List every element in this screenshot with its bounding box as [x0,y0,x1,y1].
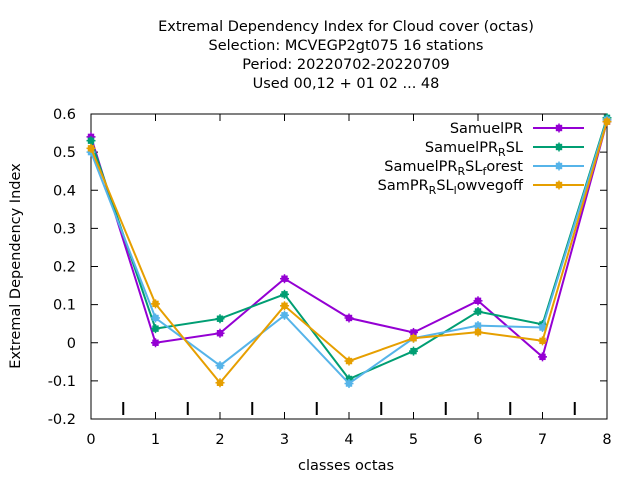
legend-marker [554,142,564,152]
data-point [86,136,96,146]
y-tick-label: -0.2 [48,412,76,428]
x-tick-label: 4 [344,432,353,448]
data-point [215,361,225,371]
y-tick-label: 0.2 [53,260,76,276]
plot-frame [90,113,608,420]
title-line-2: Selection: MCVEGP2gt075 16 stations [208,38,484,54]
legend-entry-4: SamPRRSLlowvegoff [378,178,584,197]
data-point [215,328,225,338]
data-point [151,313,160,323]
data-point [151,338,160,348]
y-tick-label: 0.3 [53,221,76,237]
data-point [409,333,418,343]
data-point [344,379,354,389]
y-axis-title: Extremal Dependency Index [8,163,24,369]
legend: SamuelPR SamuelPRRSLSamuelPRRSLforestSamP… [378,121,584,197]
data-point [473,296,483,306]
legend-marker [554,123,564,133]
data-point [280,289,289,299]
title-line-4: Used 00,12 + 01 02 ... 48 [252,76,440,92]
x-tick-label: 2 [215,432,224,448]
data-point [344,313,354,323]
legend-entry-3: SamuelPRRSLforest [384,159,584,178]
series-2 [86,113,612,384]
title-line-1: Extremal Dependency Index for Cloud cove… [158,19,534,35]
x-axis-title: classes octas [298,458,394,474]
axis-ticks [90,113,608,420]
data-point [409,346,418,356]
legend-marker [554,180,564,190]
data-point [473,306,483,316]
title-line-3: Period: 20220702-20220709 [242,57,450,73]
series-line [90,119,608,385]
data-point [280,310,289,320]
legend-entry-2: SamuelPRRSL [425,140,584,159]
y-tick-labels: 0.6 0.5 0.4 0.3 0.2 0.1 0 -0.1 -0.2 [48,107,76,428]
data-point [86,143,96,153]
legend-entry-1: SamuelPR [450,121,584,137]
data-point [473,327,483,337]
legend-label: SamuelPRRSL [425,140,523,159]
data-point [151,324,160,334]
x-tick-label: 0 [86,432,95,448]
data-point [280,274,289,284]
x-tick-label: 3 [280,432,289,448]
data-point [151,299,160,309]
x-tick-label: 6 [473,432,482,448]
x-tick-label: 7 [538,432,547,448]
data-point [344,356,354,366]
legend-label: SamuelPRRSLforest [384,159,523,178]
legend-marker [554,161,564,171]
y-tick-label: 0.1 [53,298,76,314]
legend-label: SamPRRSLlowvegoff [378,178,524,197]
series-layer [86,113,612,389]
data-point [538,336,547,346]
legend-label: SamuelPR [450,121,523,137]
y-tick-label: 0.5 [53,145,76,161]
x-tick-label: 1 [151,432,160,448]
y-tick-label: 0.4 [53,183,76,199]
data-point [280,301,289,311]
data-point [215,314,225,324]
minor-marks [122,402,576,415]
y-tick-label: -0.1 [48,374,76,390]
data-point [602,117,612,127]
x-tick-label: 5 [409,432,418,448]
x-tick-labels: 0 1 2 3 4 5 6 7 8 [86,432,611,448]
y-tick-label: 0 [67,336,76,352]
data-point [215,378,225,388]
series-line [90,121,608,385]
y-tick-label: 0.6 [53,107,76,123]
x-tick-label: 8 [602,432,611,448]
data-point [538,352,547,362]
series-4 [86,117,612,388]
